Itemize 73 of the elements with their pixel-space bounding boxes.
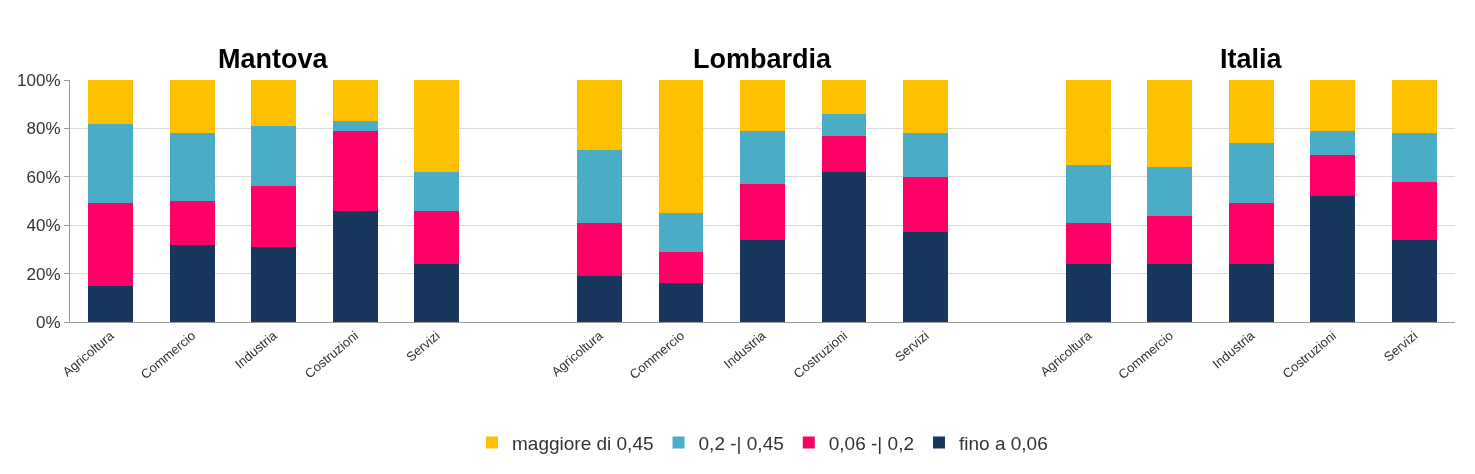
bar (169, 201, 215, 245)
bar (903, 232, 948, 322)
bar (658, 251, 704, 284)
text: Italia (1220, 44, 1283, 74)
bar (414, 171, 460, 211)
bar (332, 210, 378, 322)
bar (414, 210, 460, 264)
bar (1391, 133, 1437, 182)
bar (577, 222, 622, 277)
bar (821, 80, 867, 114)
bar (1065, 80, 1111, 165)
bar (1228, 80, 1274, 143)
bar (88, 203, 134, 286)
bar (1310, 80, 1356, 131)
y-tick-label: 0% (36, 312, 61, 332)
legend-label: fino a 0,06 (958, 432, 1048, 454)
bar (169, 133, 215, 201)
bar (169, 80, 215, 134)
bar (1065, 263, 1111, 322)
y-tick-label: 100% (17, 70, 61, 90)
bar (88, 123, 134, 204)
bar (577, 80, 622, 151)
bar (821, 113, 867, 136)
bar (903, 80, 948, 134)
bar (577, 276, 622, 322)
bar (1310, 130, 1356, 156)
bar (577, 150, 622, 223)
bar (251, 246, 297, 322)
bar (1391, 239, 1437, 322)
bar (1228, 203, 1274, 264)
bar (658, 213, 704, 252)
y-tick-label: 20% (26, 264, 61, 284)
y-tick-label: 80% (26, 119, 61, 139)
bar (903, 176, 948, 233)
bar (251, 80, 297, 126)
bar (658, 80, 704, 214)
bar (1147, 167, 1193, 216)
bar (1391, 181, 1437, 240)
bar (1310, 196, 1356, 322)
y-tick-label: 60% (26, 167, 61, 187)
bar (740, 239, 785, 322)
bar (740, 80, 785, 131)
bar (903, 133, 948, 177)
bar (251, 186, 297, 247)
bar (658, 283, 704, 322)
bar (1228, 142, 1274, 204)
bar (821, 171, 867, 322)
bar (169, 244, 215, 322)
legend-label: maggiore di 0,45 (512, 432, 654, 454)
bar (251, 125, 297, 187)
bar (414, 263, 460, 322)
bar (414, 80, 460, 172)
bar (332, 121, 378, 131)
y-tick-label: 40% (26, 216, 61, 236)
bar (1391, 80, 1437, 134)
bar (88, 80, 134, 124)
bar (332, 80, 378, 122)
text: Lombardia (693, 44, 832, 74)
bar (1065, 222, 1111, 264)
bar (1228, 263, 1274, 322)
bar (740, 184, 785, 240)
bar (1065, 164, 1111, 223)
bar (332, 130, 378, 211)
legend-label: 0,06 -| 0,2 (828, 432, 914, 454)
bar (821, 135, 867, 172)
bar (1147, 263, 1193, 322)
bar (88, 285, 134, 322)
legend-label: 0,2 -| 0,45 (698, 432, 784, 454)
bar (1310, 155, 1356, 197)
bar (1147, 80, 1193, 168)
bar (740, 130, 785, 185)
bar (1147, 215, 1193, 264)
text: Mantova (218, 44, 329, 74)
